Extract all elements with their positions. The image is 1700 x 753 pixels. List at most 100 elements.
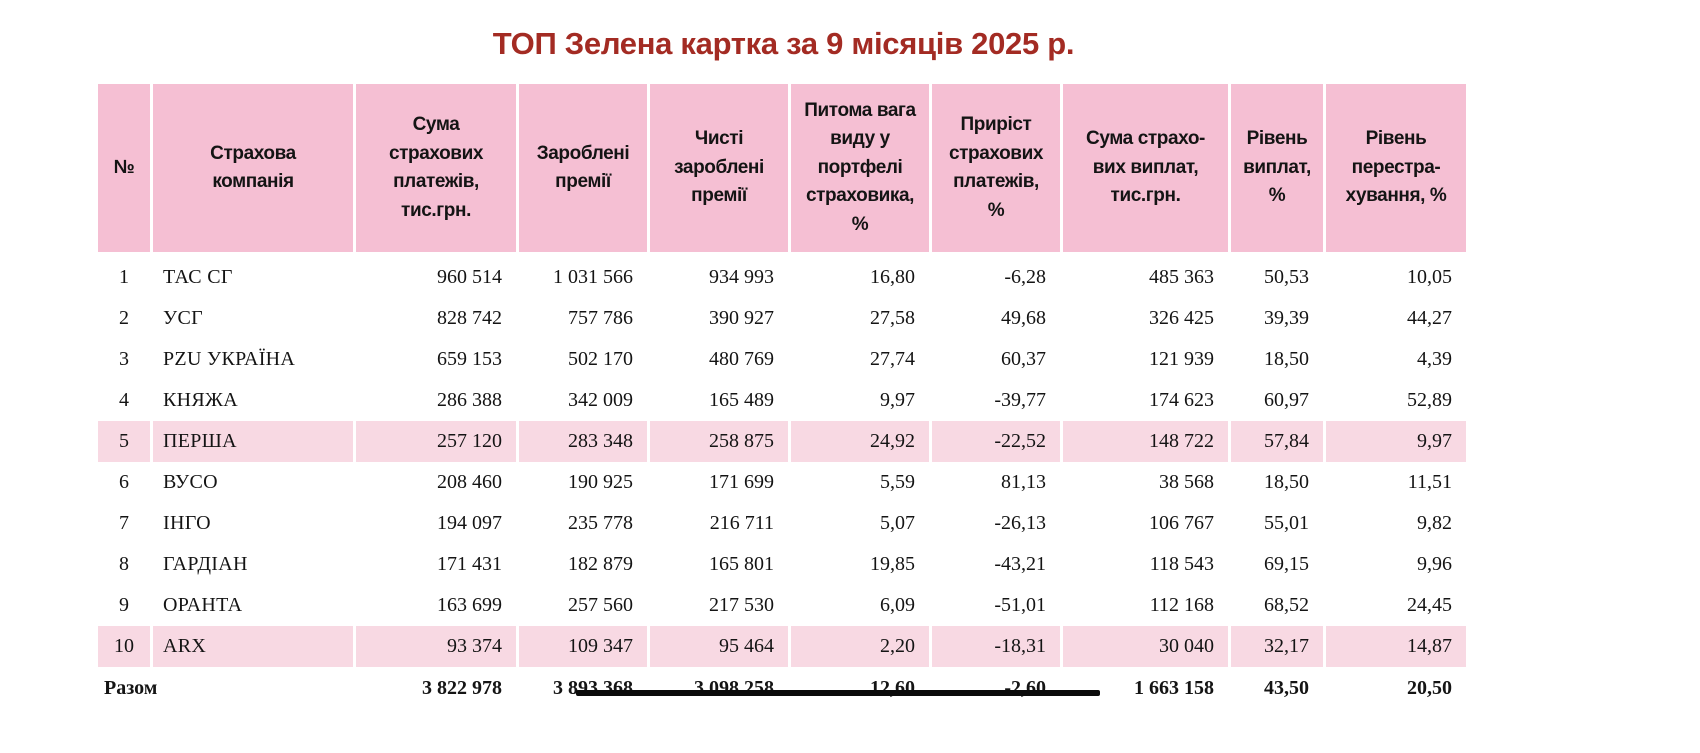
cell-growth: 81,13 <box>932 462 1060 503</box>
cell-earned: 757 786 <box>519 298 647 339</box>
col-header-net-earned-premiums: Чисті зароблені премії <box>650 84 788 257</box>
col-header-payments-growth: Приріст страхових платежів, % <box>932 84 1060 257</box>
cell-net-earned: 95 464 <box>650 626 788 667</box>
cell-payments: 163 699 <box>356 585 516 626</box>
cell-rank: 1 <box>98 257 150 298</box>
cell-earned: 502 170 <box>519 339 647 380</box>
cell-total-payouts: 1 663 158 <box>1063 667 1228 710</box>
cell-net-earned: 171 699 <box>650 462 788 503</box>
cell-earned: 257 560 <box>519 585 647 626</box>
cell-total-payments: 3 822 978 <box>356 667 516 710</box>
cell-net-earned: 934 993 <box>650 257 788 298</box>
cell-rank: 3 <box>98 339 150 380</box>
cell-payout-level: 32,17 <box>1231 626 1323 667</box>
cell-payouts: 326 425 <box>1063 298 1228 339</box>
cell-company: ПЕРША <box>153 421 353 462</box>
cell-share: 2,20 <box>791 626 929 667</box>
cell-growth: 60,37 <box>932 339 1060 380</box>
cell-earned: 342 009 <box>519 380 647 421</box>
cell-rank: 6 <box>98 462 150 503</box>
cell-growth: -6,28 <box>932 257 1060 298</box>
cell-payout-level: 18,50 <box>1231 462 1323 503</box>
cell-net-earned: 480 769 <box>650 339 788 380</box>
cell-share: 24,92 <box>791 421 929 462</box>
cell-reinsurance: 10,05 <box>1326 257 1466 298</box>
cell-payout-level: 39,39 <box>1231 298 1323 339</box>
cell-reinsurance: 14,87 <box>1326 626 1466 667</box>
total-label: Разом <box>98 667 353 710</box>
cell-earned: 182 879 <box>519 544 647 585</box>
cell-share: 5,59 <box>791 462 929 503</box>
cell-payouts: 485 363 <box>1063 257 1228 298</box>
page-title: ТОП Зелена картка за 9 місяців 2025 р. <box>492 26 1075 61</box>
cell-reinsurance: 4,39 <box>1326 339 1466 380</box>
cell-payments: 208 460 <box>356 462 516 503</box>
header-row: № Страхова компанія Сума страхових плате… <box>98 84 1466 257</box>
cell-share: 19,85 <box>791 544 929 585</box>
cell-net-earned: 217 530 <box>650 585 788 626</box>
cell-payouts: 112 168 <box>1063 585 1228 626</box>
table-row: 2 УСГ 828 742 757 786 390 927 27,58 49,6… <box>98 298 1466 339</box>
cell-reinsurance: 52,89 <box>1326 380 1466 421</box>
cell-earned: 190 925 <box>519 462 647 503</box>
table-row: 1 ТАС СГ 960 514 1 031 566 934 993 16,80… <box>98 257 1466 298</box>
cell-net-earned: 165 801 <box>650 544 788 585</box>
cell-company: ОРАНТА <box>153 585 353 626</box>
cell-company: ГАРДІАН <box>153 544 353 585</box>
cell-growth: -51,01 <box>932 585 1060 626</box>
cell-payouts: 118 543 <box>1063 544 1228 585</box>
cell-payouts: 121 939 <box>1063 339 1228 380</box>
table-row: 4 КНЯЖА 286 388 342 009 165 489 9,97 -39… <box>98 380 1466 421</box>
cell-total-share: 12,60 <box>791 667 929 710</box>
table-row: 3 PZU УКРАЇНА 659 153 502 170 480 769 27… <box>98 339 1466 380</box>
cell-payouts: 174 623 <box>1063 380 1228 421</box>
cell-total-growth: -2,60 <box>932 667 1060 710</box>
cell-rank: 5 <box>98 421 150 462</box>
cell-share: 9,97 <box>791 380 929 421</box>
cell-payments: 828 742 <box>356 298 516 339</box>
cell-payout-level: 68,52 <box>1231 585 1323 626</box>
cell-payout-level: 60,97 <box>1231 380 1323 421</box>
cell-growth: 49,68 <box>932 298 1060 339</box>
cell-company: ВУСО <box>153 462 353 503</box>
cell-payments: 257 120 <box>356 421 516 462</box>
cell-reinsurance: 11,51 <box>1326 462 1466 503</box>
cell-payouts: 106 767 <box>1063 503 1228 544</box>
cell-payout-level: 18,50 <box>1231 339 1323 380</box>
col-header-payouts-sum: Сума страхо- вих виплат, тис.грн. <box>1063 84 1228 257</box>
cell-share: 16,80 <box>791 257 929 298</box>
cell-earned: 283 348 <box>519 421 647 462</box>
col-header-company: Страхова компанія <box>153 84 353 257</box>
bottom-bar <box>576 690 1100 696</box>
cell-payouts: 38 568 <box>1063 462 1228 503</box>
cell-total-earned: 3 893 368 <box>519 667 647 710</box>
cell-rank: 8 <box>98 544 150 585</box>
cell-company: ІНГО <box>153 503 353 544</box>
total-row: Разом 3 822 978 3 893 368 3 098 258 12,6… <box>98 667 1466 710</box>
cell-total-reinsurance: 20,50 <box>1326 667 1466 710</box>
cell-growth: -18,31 <box>932 626 1060 667</box>
cell-reinsurance: 9,82 <box>1326 503 1466 544</box>
cell-share: 27,74 <box>791 339 929 380</box>
table-row-highlighted: 5 ПЕРША 257 120 283 348 258 875 24,92 -2… <box>98 421 1466 462</box>
table-row: 6 ВУСО 208 460 190 925 171 699 5,59 81,1… <box>98 462 1466 503</box>
cell-rank: 7 <box>98 503 150 544</box>
cell-payments: 194 097 <box>356 503 516 544</box>
table-row: 8 ГАРДІАН 171 431 182 879 165 801 19,85 … <box>98 544 1466 585</box>
cell-payouts: 30 040 <box>1063 626 1228 667</box>
cell-total-net-earned: 3 098 258 <box>650 667 788 710</box>
cell-earned: 109 347 <box>519 626 647 667</box>
cell-growth: -39,77 <box>932 380 1060 421</box>
cell-payouts: 148 722 <box>1063 421 1228 462</box>
col-header-payments: Сума страхових платежів, тис.грн. <box>356 84 516 257</box>
cell-reinsurance: 44,27 <box>1326 298 1466 339</box>
cell-growth: -26,13 <box>932 503 1060 544</box>
green-card-table: № Страхова компанія Сума страхових плате… <box>95 84 1469 710</box>
cell-net-earned: 390 927 <box>650 298 788 339</box>
table-row: 9 ОРАНТА 163 699 257 560 217 530 6,09 -5… <box>98 585 1466 626</box>
cell-payout-level: 55,01 <box>1231 503 1323 544</box>
cell-payments: 286 388 <box>356 380 516 421</box>
col-header-reinsurance-level: Рівень перестра- хування, % <box>1326 84 1466 257</box>
cell-rank: 9 <box>98 585 150 626</box>
cell-payout-level: 57,84 <box>1231 421 1323 462</box>
